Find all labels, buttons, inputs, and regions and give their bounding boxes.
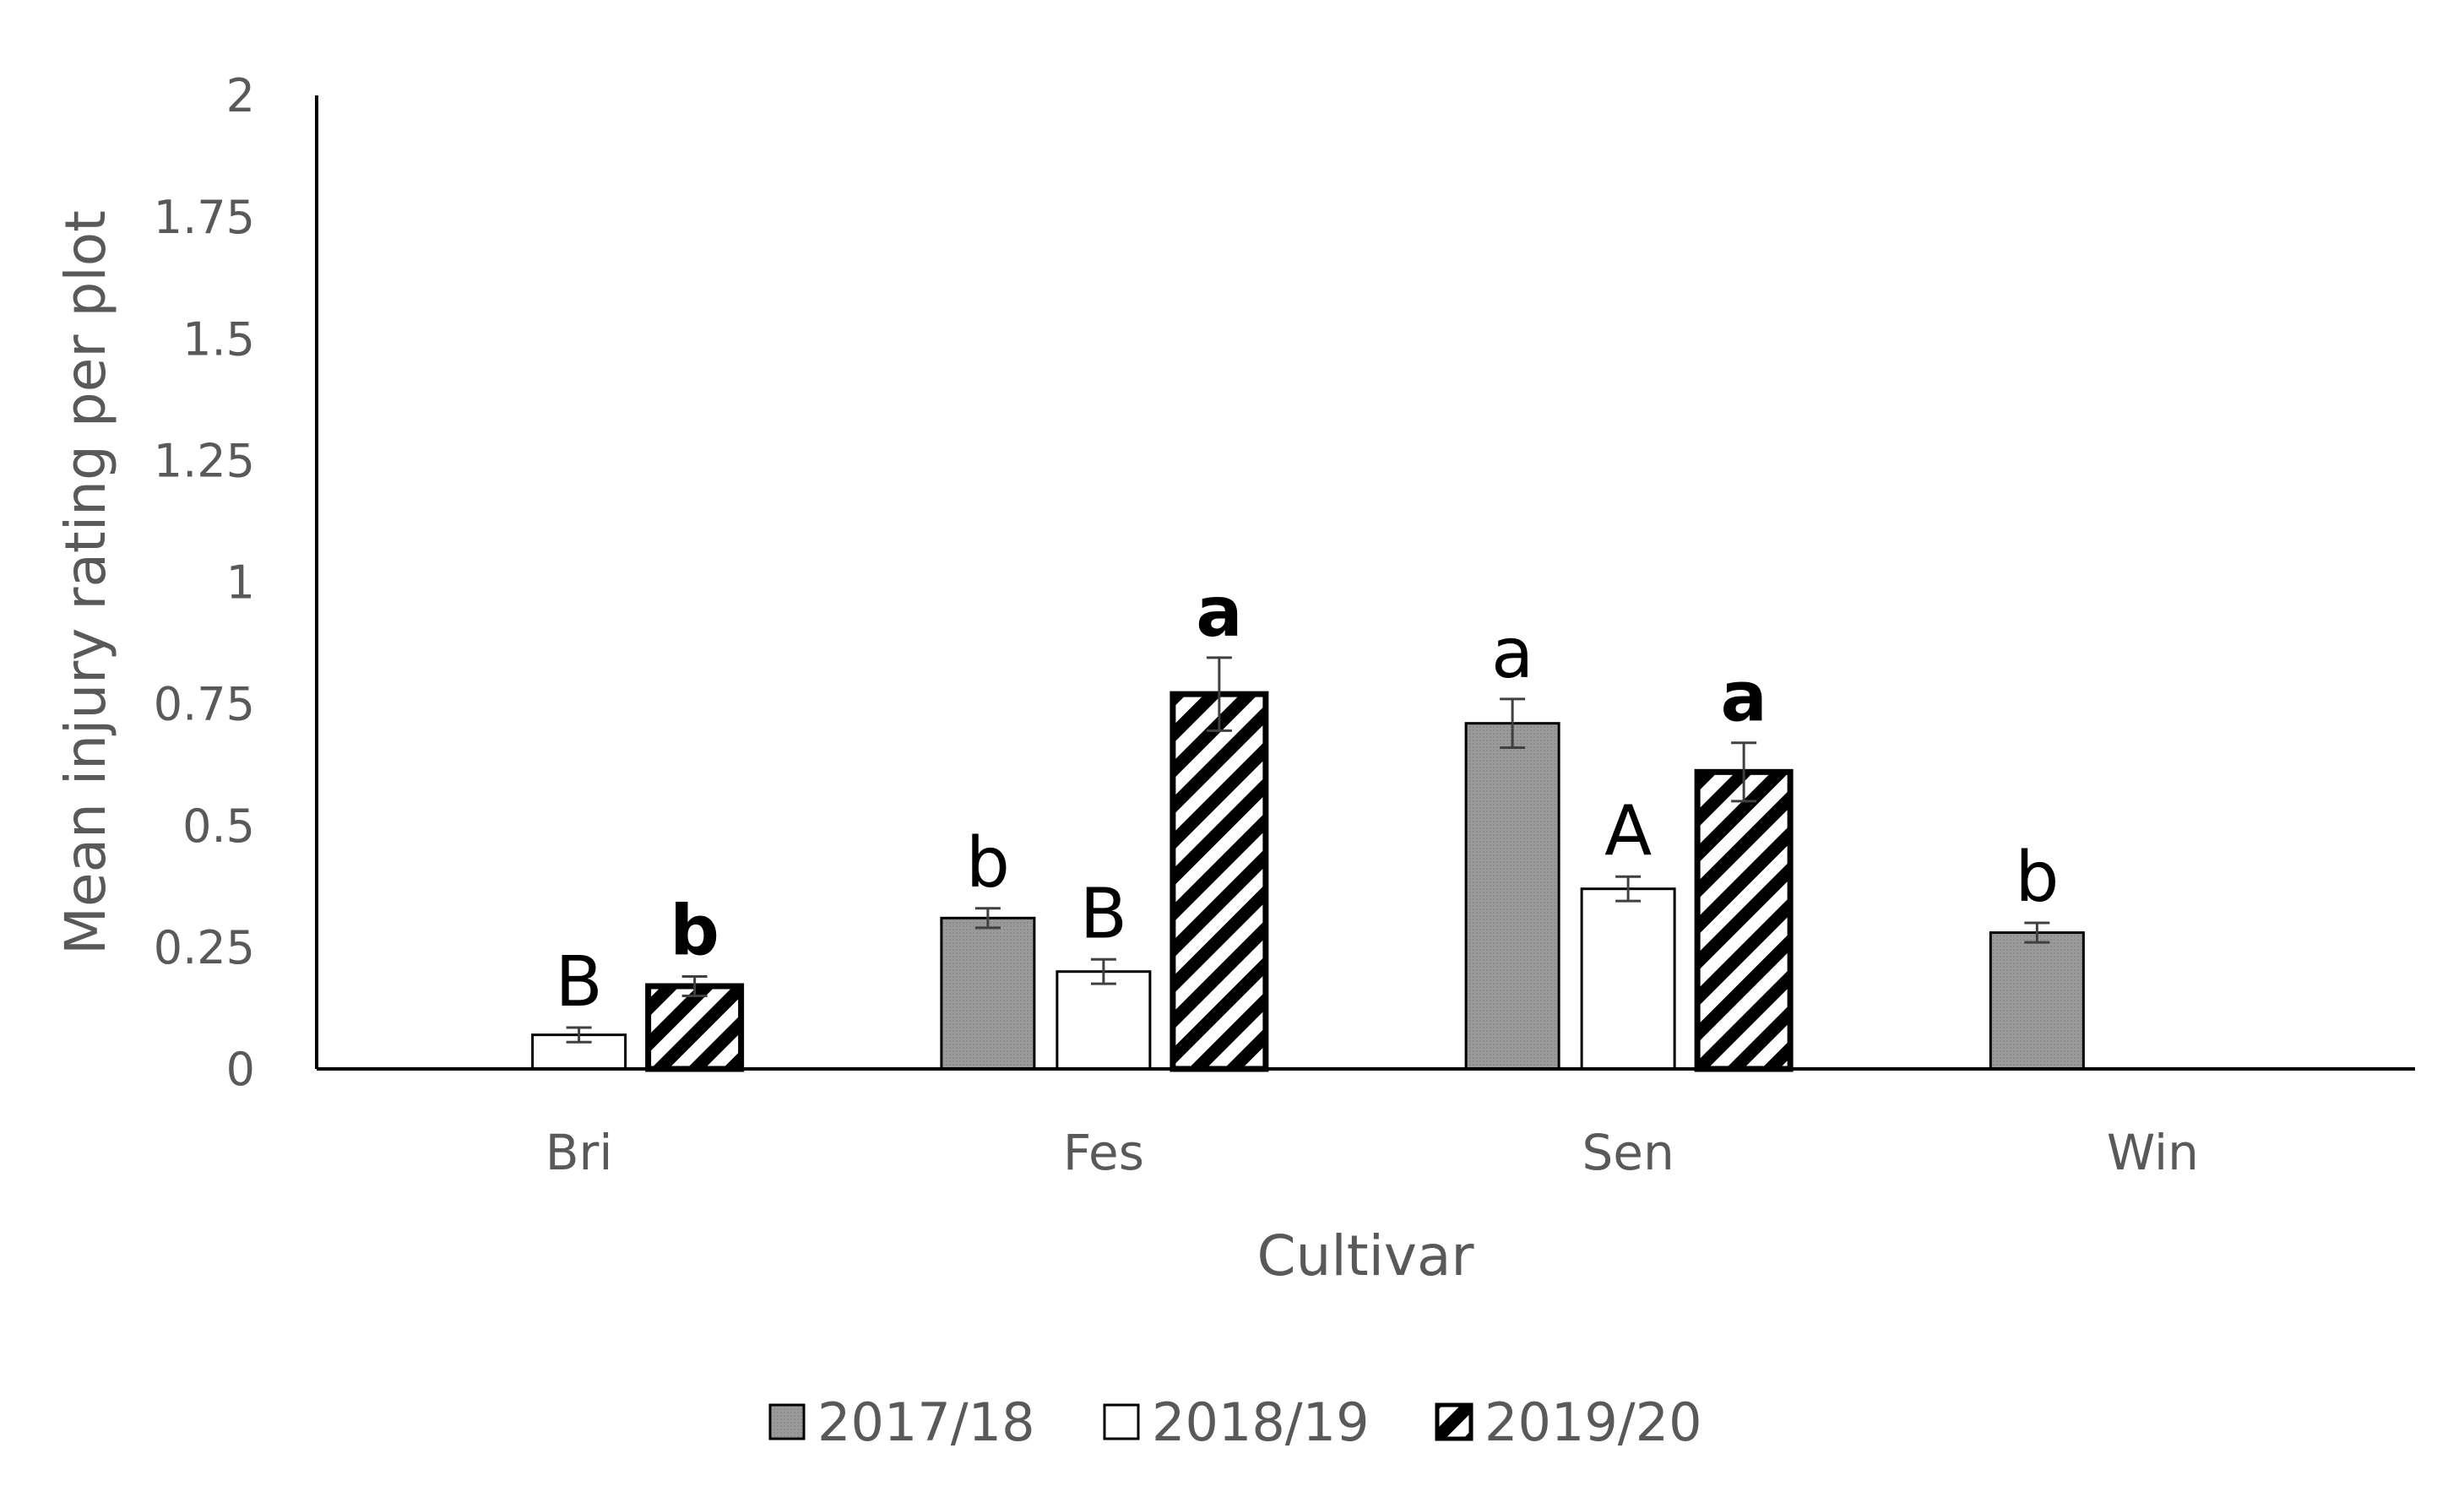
error-bar (1206, 656, 1232, 732)
significance-letter: b (2015, 838, 2059, 918)
y-tick-label: 2 (226, 69, 255, 122)
legend-swatch (1435, 1402, 1474, 1441)
error-bar (681, 974, 708, 998)
y-tick-label: 1.25 (154, 434, 255, 487)
significance-letter: b (966, 823, 1010, 903)
bar-win-1 (1989, 931, 2085, 1071)
bar-bri-3 (645, 983, 745, 1072)
significance-letter: b (670, 891, 719, 971)
y-tick-label: 1.75 (154, 191, 255, 244)
x-tick-label: Sen (1582, 1124, 1674, 1181)
y-tick-label: 1 (226, 556, 255, 610)
bar-fes-1 (940, 916, 1036, 1071)
y-tick-label: 0.5 (182, 800, 255, 853)
error-bar (1090, 957, 1116, 985)
error-bar (566, 1026, 592, 1044)
y-tick-labels: 0 0.25 0.5 0.75 1 1.25 1.5 1.75 2 (154, 69, 255, 1096)
legend: 2017/18 2018/19 2019/20 (768, 1391, 1702, 1453)
y-tick-label: 1.5 (182, 312, 255, 366)
legend-label: 2019/20 (1484, 1391, 1702, 1453)
bar-fes-3 (1170, 691, 1269, 1072)
significance-letter: A (1604, 791, 1652, 871)
bar-sen-2 (1580, 887, 1676, 1071)
error-bar (1615, 875, 1642, 903)
y-tick-label: 0.25 (154, 921, 255, 974)
x-axis-title: Cultivar (1256, 1223, 1474, 1288)
x-tick-label: Fes (1063, 1124, 1144, 1181)
bar-sen-1 (1464, 722, 1560, 1071)
legend-swatch (1103, 1403, 1140, 1440)
significance-letter: a (1720, 658, 1767, 738)
significance-letter: B (1080, 874, 1127, 954)
error-bar (1500, 697, 1526, 750)
y-axis-title: Mean injury rating per plot (53, 210, 118, 955)
x-tick-label: Win (2107, 1124, 2199, 1181)
significance-letter: B (555, 942, 602, 1022)
significance-letter: a (1196, 572, 1242, 653)
category-labels: Bri Fes Sen Win (545, 1124, 2199, 1181)
y-tick-label: 0.75 (154, 678, 255, 731)
error-bar (1731, 741, 1757, 803)
legend-swatch (768, 1403, 806, 1440)
y-tick-label: 0 (226, 1043, 255, 1096)
axes (315, 95, 2415, 1071)
error-bar (2024, 921, 2050, 944)
bar-fes-2 (1056, 970, 1152, 1071)
error-bar (974, 907, 1001, 930)
bar-sen-3 (1694, 768, 1794, 1072)
significance-letter: a (1491, 614, 1533, 694)
legend-label: 2017/18 (817, 1391, 1035, 1453)
legend-label: 2018/19 (1152, 1391, 1370, 1453)
x-tick-label: Bri (545, 1124, 613, 1181)
